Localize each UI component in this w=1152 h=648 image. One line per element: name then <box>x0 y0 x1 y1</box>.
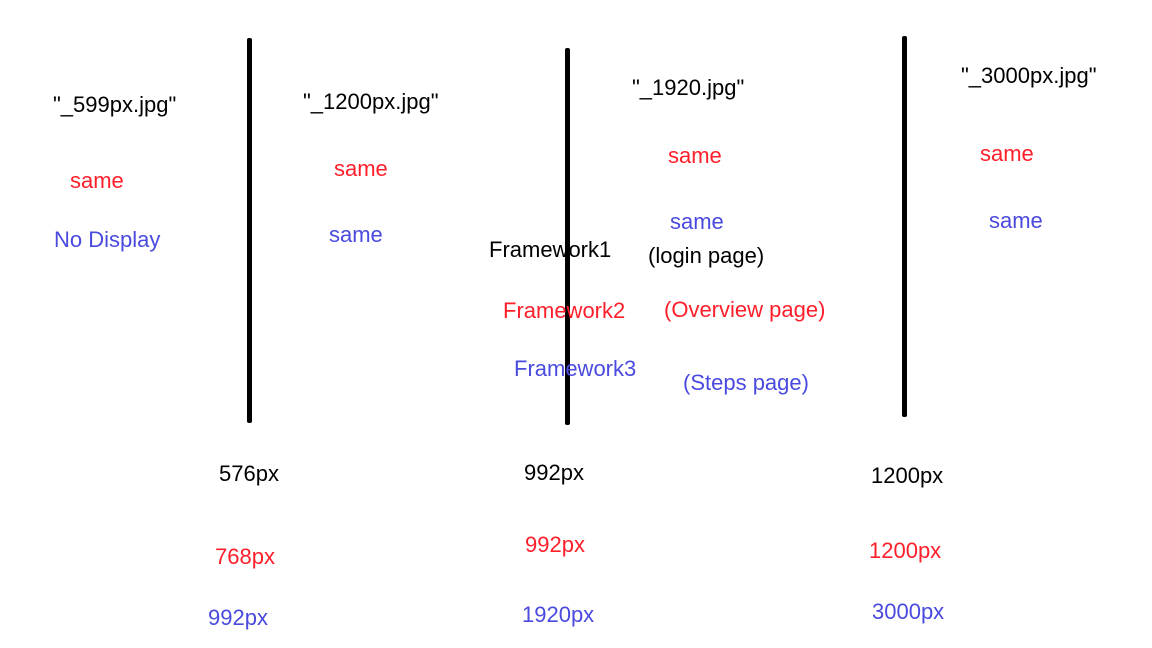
divider-line-2 <box>565 48 570 425</box>
column-3-red-text: same <box>668 143 722 168</box>
divider-line-3 <box>902 36 907 417</box>
framework-3-name: Framework3 <box>514 356 637 381</box>
breakpoint-3-black: 1200px <box>871 463 944 488</box>
column-4-red-text: same <box>980 141 1034 166</box>
framework-2-name: Framework2 <box>503 298 626 323</box>
column-1-filename: "_599px.jpg" <box>53 92 177 117</box>
breakpoint-3-red: 1200px <box>869 538 942 563</box>
divider-line-1 <box>247 38 252 423</box>
column-4-filename: "_3000px.jpg" <box>961 63 1097 88</box>
column-2-blue-text: same <box>329 222 383 247</box>
breakpoint-1-blue: 992px <box>208 605 268 630</box>
breakpoint-1-black: 576px <box>219 461 279 486</box>
framework-3-page: (Steps page) <box>683 370 809 395</box>
framework-2-page: (Overview page) <box>664 297 826 322</box>
column-2-filename: "_1200px.jpg" <box>303 89 439 114</box>
column-1-red-text: same <box>70 168 124 193</box>
column-3-filename: "_1920.jpg" <box>632 75 745 100</box>
framework-1-page: (login page) <box>648 243 765 268</box>
breakpoint-3-blue: 3000px <box>872 599 945 624</box>
column-3-blue-text: same <box>670 209 724 234</box>
framework-1-name: Framework1 <box>489 237 612 262</box>
breakpoint-2-blue: 1920px <box>522 602 595 627</box>
breakpoint-1-red: 768px <box>215 544 275 569</box>
breakpoint-2-black: 992px <box>524 460 584 485</box>
column-1-blue-text: No Display <box>54 227 161 252</box>
column-4-blue-text: same <box>989 208 1043 233</box>
column-2-red-text: same <box>334 156 388 181</box>
breakpoint-2-red: 992px <box>525 532 585 557</box>
